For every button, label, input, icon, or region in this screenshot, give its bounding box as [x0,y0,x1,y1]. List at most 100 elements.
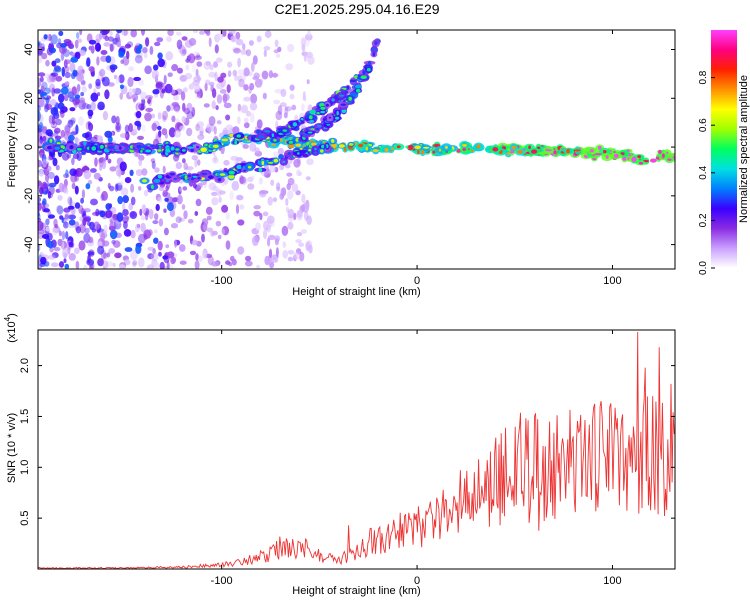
y-tick-label: 1.0 [19,460,31,475]
noise-blob [63,94,69,102]
main-line-core [76,147,82,151]
noise-blob [158,251,162,257]
noise-blob [276,182,281,190]
noise-blob [121,30,129,36]
upper-arc-1-core [271,133,275,138]
noise-blob [111,115,117,124]
noise-blob [67,196,73,205]
noise-blob [49,192,53,199]
noise-blob [71,182,76,190]
noise-blob [88,122,94,132]
noise-blob [71,157,75,166]
noise-blob [206,30,211,37]
upper-arc-1-core [325,103,329,107]
main-line-core [597,145,602,150]
noise-blob [232,69,238,77]
noise-blob [238,78,245,88]
noise-blob [54,224,59,229]
noise-blob [256,119,263,129]
noise-blob [90,45,95,54]
noise-blob [262,211,269,217]
main-line-core [408,144,414,150]
lower-branch-core [192,175,198,178]
noise-blob [182,49,187,55]
noise-blob [214,71,218,82]
noise-blob [44,102,49,113]
noise-blob [305,240,313,250]
noise-blob [109,217,116,224]
noise-blob [275,247,279,258]
noise-blob [179,125,185,131]
noise-blob [41,52,48,60]
noise-blob [140,222,146,233]
main-line-core [417,149,420,155]
noise-blob [240,105,249,114]
noise-blob [136,123,142,128]
main-line-core [174,148,180,151]
main-line-core [348,143,354,146]
noise-blob [302,91,306,99]
noise-blob [171,102,179,107]
noise-blob [74,51,81,60]
noise-blob [149,45,154,55]
noise-blob [75,226,82,234]
noise-blob [270,179,275,186]
noise-blob [38,41,41,47]
noise-blob [115,122,122,133]
noise-blob [174,130,182,138]
noise-blob [74,137,80,146]
lower-branch-core [184,175,188,180]
noise-blob [216,33,224,41]
noise-blob [75,167,83,177]
noise-blob [225,114,231,121]
noise-blob [119,92,123,100]
noise-blob [125,131,130,141]
colorbar-tick-label: 0.0 [698,261,709,275]
noise-blob [54,135,62,140]
main-line-core [631,156,637,162]
noise-blob [79,97,85,104]
noise-blob [59,45,67,54]
noise-blob [67,205,75,210]
noise-blob [217,234,222,240]
main-line-core [295,143,302,147]
noise-blob [38,229,45,234]
noise-blob [48,34,52,42]
noise-blob [136,102,142,109]
noise-blob [86,104,92,110]
noise-blob [107,158,112,164]
noise-blob [107,36,114,42]
noise-blob [77,38,83,43]
noise-blob [157,196,163,203]
noise-blob [250,175,255,180]
noise-blob [147,253,155,260]
main-line-core [144,149,152,153]
noise-blob [154,167,160,173]
noise-blob [135,244,142,255]
noise-blob [140,30,146,36]
noise-blob [153,93,159,98]
main-line-core [140,149,143,153]
main-line-core [517,150,524,154]
lower-branch-core [258,167,263,173]
noise-blob [264,255,271,266]
noise-blob [124,247,133,252]
main-line-core [358,143,364,148]
noise-blob [256,35,262,43]
noise-blob [306,158,314,166]
main-line-core [56,142,61,145]
noise-blob [105,55,112,63]
main-line-core [170,146,175,151]
colorbar-gradient [711,30,737,268]
noise-blob [253,72,260,79]
noise-blob [78,240,86,251]
noise-blob [162,115,167,122]
noise-blob [162,255,169,260]
noise-blob [102,76,110,87]
noise-blob [252,55,258,65]
noise-blob [117,196,124,205]
noise-blob [183,162,188,171]
noise-blob [75,124,79,135]
x-tick-label: -100 [211,575,233,587]
